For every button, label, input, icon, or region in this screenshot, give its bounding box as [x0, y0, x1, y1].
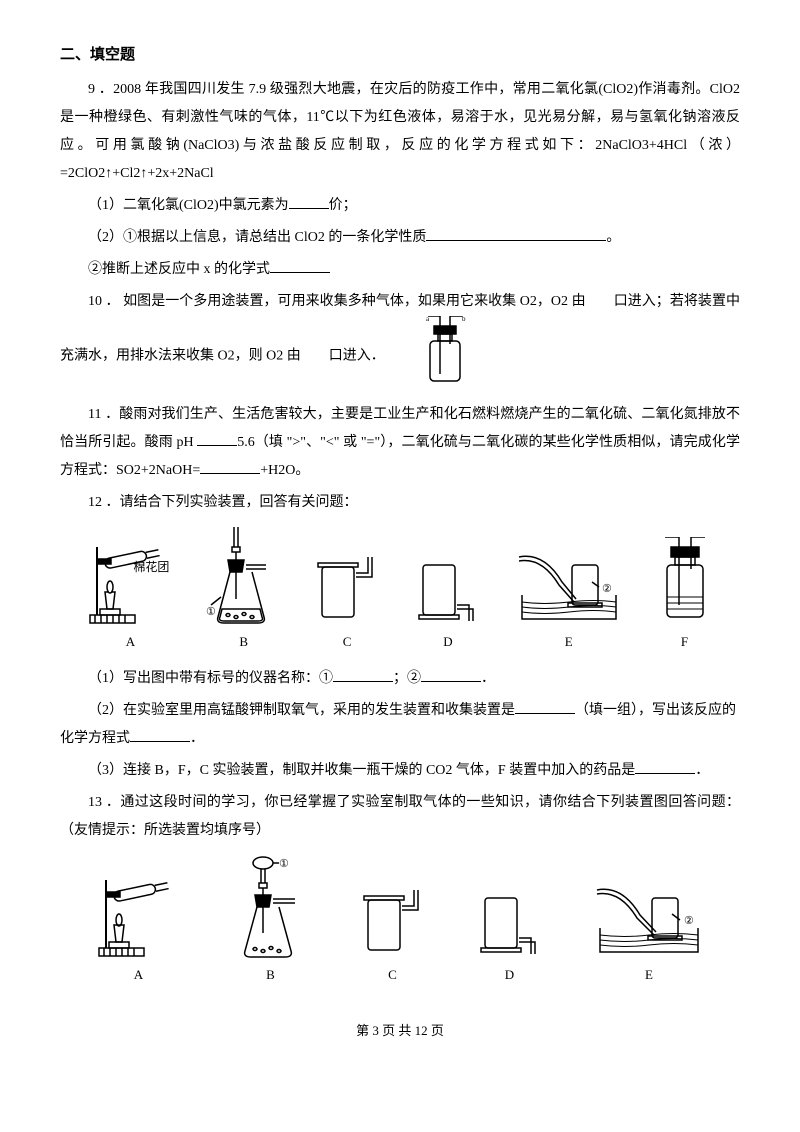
q12-sub2-c: ． — [190, 731, 204, 746]
svg-text:①: ① — [279, 858, 289, 870]
q13-apparatus-e: ② E — [592, 880, 707, 988]
q12-sub1: （1）写出图中带有标号的仪器名称：① ；② ． — [60, 665, 740, 693]
footer-mid: 页 共 — [379, 1023, 415, 1038]
q13-label-b: B — [266, 962, 275, 988]
svg-text:a: a — [426, 316, 430, 323]
label-e: E — [565, 629, 573, 655]
q13-label-d: D — [505, 962, 514, 988]
q9-text: 9 ．2008 年我国四川发生 7.9 级强烈大地震，在灾后的防疫工作中，常用二… — [60, 76, 740, 188]
q12-sub3-a: （3）连接 B，F，C 实验装置，制取并收集一瓶干燥的 CO2 气体，F 装置中… — [88, 763, 635, 778]
apparatus-c: C — [312, 547, 382, 655]
q12-number: 12 ． — [88, 495, 120, 510]
q12-figure-row: 棉花团 — [60, 527, 740, 655]
q13-figure-row: A ① B — [60, 855, 740, 988]
apparatus-b: ① B — [206, 527, 281, 655]
apparatus-d: D — [413, 547, 483, 655]
q10-text: 10 ． 如图是一个多用途装置，可用来收集多种气体，如果用它来收集 O2，O2 … — [60, 288, 740, 397]
section-title: 二、填空题 — [60, 40, 740, 70]
q11-text: 11 ．酸雨对我们生产、生活危害较大，主要是工业生产和化石燃料燃烧产生的二氧化硫… — [60, 401, 740, 485]
q13-body: 通过这段时间的学习，你已经掌握了实验室制取气体的一些知识，请你结合下列装置图回答… — [60, 795, 740, 838]
q12-sub2: （2）在实验室里用高锰酸钾制取氧气，采用的发生装置和收集装置是（填一组），写出该… — [60, 697, 740, 753]
label-d: D — [443, 629, 452, 655]
footer-total: 12 — [415, 1023, 428, 1038]
q9-sub1-suffix: 价； — [329, 198, 357, 213]
label-f: F — [681, 629, 688, 655]
q12-body: 请结合下列实验装置，回答有关问题： — [120, 495, 358, 510]
gas-bottle-figure: a b — [392, 316, 470, 397]
svg-text:②: ② — [602, 583, 612, 595]
q9-sub2b-text: ②推断上述反应中 x 的化学式 — [88, 262, 270, 277]
q13-apparatus-a: A — [94, 870, 184, 988]
q10-number: 10 ． — [88, 294, 120, 309]
blank-equation[interactable] — [200, 460, 260, 474]
q12-sub1-b: ；② — [393, 671, 421, 686]
blank-instrument-2[interactable] — [421, 668, 481, 682]
q9-sub2a: （2）①根据以上信息，请总结出 ClO2 的一条化学性质 。 — [60, 224, 740, 252]
q11-number: 11 ． — [88, 407, 119, 422]
q12-sub1-a: （1）写出图中带有标号的仪器名称：① — [88, 671, 333, 686]
label-c: C — [343, 629, 352, 655]
footer-prefix: 第 — [356, 1023, 372, 1038]
q13-apparatus-b: ① B — [231, 855, 311, 988]
apparatus-a: 棉花团 — [85, 537, 175, 655]
blank-equation-kmno4[interactable] — [130, 728, 190, 742]
blank-valence[interactable] — [289, 195, 329, 209]
blank-ph[interactable] — [197, 432, 237, 446]
q12-sub2-a: （2）在实验室里用高锰酸钾制取氧气，采用的发生装置和收集装置是 — [88, 703, 515, 718]
q12-sub3-b: ． — [695, 763, 709, 778]
blank-formula-x[interactable] — [270, 259, 330, 273]
q9-sub2b: ②推断上述反应中 x 的化学式 — [60, 256, 740, 284]
q9-number: 9 ． — [88, 82, 113, 97]
q13-number: 13 ． — [88, 795, 120, 810]
q9-sub2a-text: （2）①根据以上信息，请总结出 ClO2 的一条化学性质 — [88, 230, 426, 245]
page-footer: 第 3 页 共 12 页 — [60, 1018, 740, 1044]
apparatus-e: ② E — [514, 547, 624, 655]
svg-text:②: ② — [684, 915, 694, 927]
footer-suffix: 页 — [428, 1023, 444, 1038]
q13-apparatus-d: D — [475, 880, 545, 988]
q13-apparatus-c: C — [358, 880, 428, 988]
q13-label-c: C — [388, 962, 397, 988]
blank-device-set[interactable] — [515, 700, 575, 714]
blank-drug[interactable] — [635, 760, 695, 774]
q12-sub1-c: ． — [481, 671, 495, 686]
label-a: A — [126, 629, 135, 655]
q13-label-e: E — [645, 962, 653, 988]
apparatus-f: F — [655, 537, 715, 655]
svg-text:①: ① — [206, 606, 216, 618]
q13-text: 13 ．通过这段时间的学习，你已经掌握了实验室制取气体的一些知识，请你结合下列装… — [60, 789, 740, 845]
q13-label-a: A — [134, 962, 143, 988]
svg-text:b: b — [462, 316, 466, 323]
q9-body: 2008 年我国四川发生 7.9 级强烈大地震，在灾后的防疫工作中，常用二氧化氯… — [60, 82, 740, 181]
q12-sub3: （3）连接 B，F，C 实验装置，制取并收集一瓶干燥的 CO2 气体，F 装置中… — [60, 757, 740, 785]
q9-sub2a-suffix: 。 — [606, 230, 620, 245]
blank-property[interactable] — [426, 227, 606, 241]
blank-instrument-1[interactable] — [333, 668, 393, 682]
label-b: B — [239, 629, 248, 655]
cotton-label: 棉花团 — [133, 555, 169, 579]
q12-text: 12 ．请结合下列实验装置，回答有关问题： — [60, 489, 740, 517]
q9-sub1: （1）二氧化氯(ClO2)中氯元素为 价； — [60, 192, 740, 220]
q11-body-c: +H2O。 — [260, 463, 309, 478]
q9-sub1-text: （1）二氧化氯(ClO2)中氯元素为 — [88, 198, 289, 213]
